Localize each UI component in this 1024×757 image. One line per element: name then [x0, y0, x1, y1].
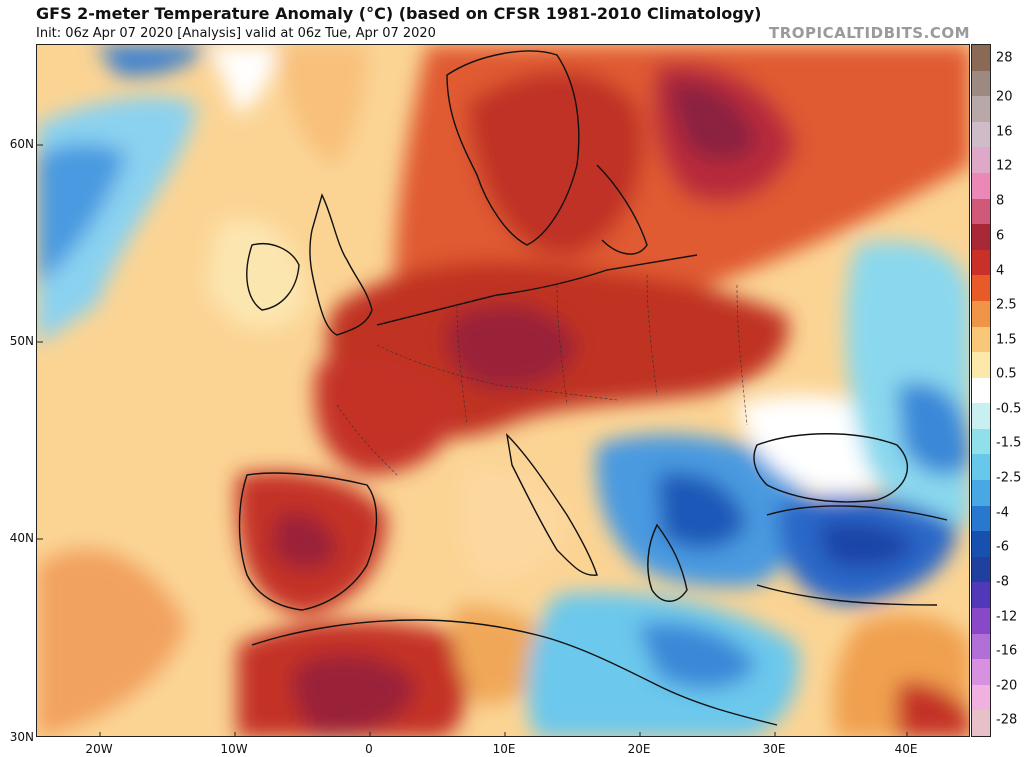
colorbar-label: 2.5 — [996, 297, 1017, 313]
colorbar-label: -1.5 — [996, 435, 1022, 451]
lon-label-30e: 30E — [762, 742, 786, 756]
baltic-coast — [596, 164, 648, 255]
colorbar-cell — [972, 531, 990, 558]
italy-coast — [505, 432, 598, 576]
colorbar-cell — [972, 659, 990, 686]
colorbar-cell — [972, 608, 990, 635]
colorbar-label: -28 — [996, 712, 1018, 728]
anatolia-south-coast — [756, 584, 938, 606]
colorbar-label: -6 — [996, 539, 1009, 555]
colorbar-cell — [972, 582, 990, 609]
colorbar-cell — [972, 710, 990, 737]
lat-label-40n: 40N — [9, 531, 34, 545]
colorbar-cell — [972, 198, 990, 225]
colorbar-cell — [972, 377, 990, 404]
colorbar-label: 0.5 — [996, 366, 1017, 382]
colorbar-cell — [972, 403, 990, 430]
colorbar-cell — [972, 249, 990, 276]
coastlines — [238, 50, 948, 726]
colorbar-label: -0.5 — [996, 401, 1022, 417]
colorbar-cell — [972, 224, 990, 251]
colorbar-cell — [972, 326, 990, 353]
colorbar-cell — [972, 172, 990, 200]
greece-coast — [647, 523, 688, 602]
colorbar-cell — [972, 96, 990, 123]
colorbar-cell — [972, 684, 990, 711]
colorbar-label: -20 — [996, 678, 1018, 694]
colorbar-label: -2.5 — [996, 470, 1022, 486]
map-subtitle: Init: 06z Apr 07 2020 [Analysis] valid a… — [36, 26, 436, 41]
colorbar-label: -8 — [996, 574, 1009, 590]
colorbar-label: -16 — [996, 643, 1018, 659]
graticule-ticks — [37, 144, 908, 736]
lat-label-60n: 60N — [9, 137, 34, 151]
colorbar-label: 1.5 — [996, 332, 1017, 348]
black-sea-coast — [753, 433, 908, 503]
colorbar-label: 12 — [996, 158, 1013, 174]
colorbar-cell — [972, 505, 990, 532]
colorbar-cell — [972, 633, 990, 660]
map-title: GFS 2-meter Temperature Anomaly (°C) (ba… — [36, 4, 762, 23]
colorbar-cell — [972, 352, 990, 379]
colorbar-cell — [972, 454, 990, 481]
colorbar-cell — [972, 556, 990, 583]
colorbar-cell — [972, 300, 990, 327]
colorbar-cell — [972, 121, 990, 148]
north-europe-coast — [376, 254, 698, 326]
colorbar-label: 6 — [996, 228, 1005, 244]
temperature-anomaly-map — [36, 44, 970, 737]
great-britain-coast — [309, 193, 373, 336]
scandinavia-coast — [446, 50, 580, 246]
lon-label-40e: 40E — [894, 742, 918, 756]
colorbar — [971, 44, 991, 737]
lon-label-10e: 10E — [492, 742, 516, 756]
lon-label-20e: 20E — [627, 742, 651, 756]
north-africa-coast — [251, 619, 778, 726]
colorbar-cell — [972, 428, 990, 455]
lon-label-10w: 10W — [220, 742, 248, 756]
anomaly-field — [37, 45, 969, 736]
lat-label-50n: 50N — [9, 334, 34, 348]
lon-label-20w: 20W — [85, 742, 113, 756]
anatolia-north-coast — [766, 505, 948, 521]
colorbar-cell — [972, 147, 990, 174]
lon-label-0: 0 — [365, 742, 373, 756]
colorbar-label: -4 — [996, 505, 1009, 521]
colorbar-cell — [972, 70, 990, 97]
iberia-coast — [238, 472, 378, 611]
colorbar-cell — [972, 45, 990, 72]
colorbar-label: 16 — [996, 124, 1013, 140]
colorbar-label: 8 — [996, 193, 1005, 209]
ireland-coast — [246, 243, 300, 311]
colorbar-cell — [972, 275, 990, 302]
site-credit: TROPICALTIDBITS.COM — [769, 24, 970, 42]
map-canvas — [37, 45, 969, 736]
lat-label-30n: 30N — [9, 730, 34, 744]
colorbar-label: 28 — [996, 50, 1013, 66]
colorbar-cell — [972, 480, 990, 507]
colorbar-label: -12 — [996, 609, 1018, 625]
country-borders — [336, 274, 748, 476]
colorbar-label: 4 — [996, 263, 1005, 279]
colorbar-label: 20 — [996, 89, 1013, 105]
